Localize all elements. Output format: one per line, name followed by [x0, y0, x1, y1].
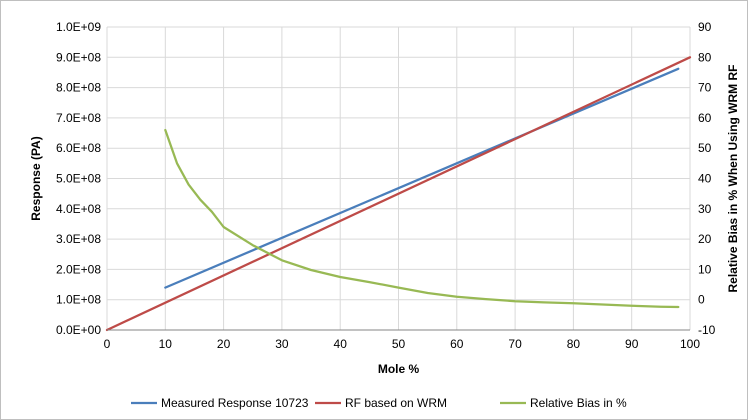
y-tick-label: 8.0E+08 [56, 81, 101, 95]
x-tick-label: 20 [217, 337, 231, 351]
y-tick-label: 1.0E+09 [56, 20, 101, 34]
grid [106, 26, 691, 330]
y2-tick-label: 30 [698, 202, 712, 216]
y-tick-label: 0.0E+00 [56, 323, 101, 337]
series-line-2 [105, 56, 692, 332]
y2-tick-label: 70 [698, 81, 712, 95]
tick-labels: 0.0E+00 1.0E+08 2.0E+08 3.0E+08 4.0E+08 5.0E+… [56, 20, 716, 351]
y-tick-label: 9.0E+08 [56, 50, 101, 64]
y-axis-title: Response (PA) [29, 136, 43, 220]
y-tick-label: 7.0E+08 [56, 111, 101, 125]
x-tick-label: 70 [508, 337, 522, 351]
x-tick-label: 50 [392, 337, 406, 351]
x-axis-title: Mole % [378, 362, 420, 376]
legend-label-3: Relative Bias in % [530, 396, 627, 410]
x-tick-label: 80 [567, 337, 581, 351]
y-tick-label: 2.0E+08 [56, 262, 101, 276]
series-line-1 [164, 67, 680, 289]
y-tick-label: 4.0E+08 [56, 202, 101, 216]
y-tick-label: 1.0E+08 [56, 293, 101, 307]
legend: Measured Response 10723 RF based on WRM Re… [131, 396, 627, 410]
y-tick-label: 5.0E+08 [56, 172, 101, 186]
y-tick-label: 3.0E+08 [56, 232, 101, 246]
x-tick-label: 0 [104, 337, 111, 351]
x-tick-label: 30 [275, 337, 289, 351]
series-line-3 [164, 128, 680, 309]
x-tick-label: 100 [680, 337, 700, 351]
x-tick-label: 60 [450, 337, 464, 351]
y2-tick-label: 10 [698, 262, 712, 276]
x-tick-label: 90 [625, 337, 639, 351]
y2-tick-label: 50 [698, 141, 712, 155]
y2-tick-label: 60 [698, 111, 712, 125]
legend-label-2: RF based on WRM [345, 396, 447, 410]
x-tick-label: 40 [334, 337, 348, 351]
y2-tick-label: 20 [698, 232, 712, 246]
y2-tick-label: 90 [698, 20, 712, 34]
y2-tick-label: -10 [698, 323, 716, 337]
legend-label-1: Measured Response 10723 [161, 396, 309, 410]
x-tick-label: 10 [159, 337, 173, 351]
series-lines [105, 56, 692, 332]
y2-tick-label: 80 [698, 50, 712, 64]
y-tick-label: 6.0E+08 [56, 141, 101, 155]
y2-axis-title: Relative Bias in % When Using WRM RF [726, 64, 740, 292]
y2-tick-label: 0 [698, 293, 705, 307]
y2-tick-label: 40 [698, 172, 712, 186]
